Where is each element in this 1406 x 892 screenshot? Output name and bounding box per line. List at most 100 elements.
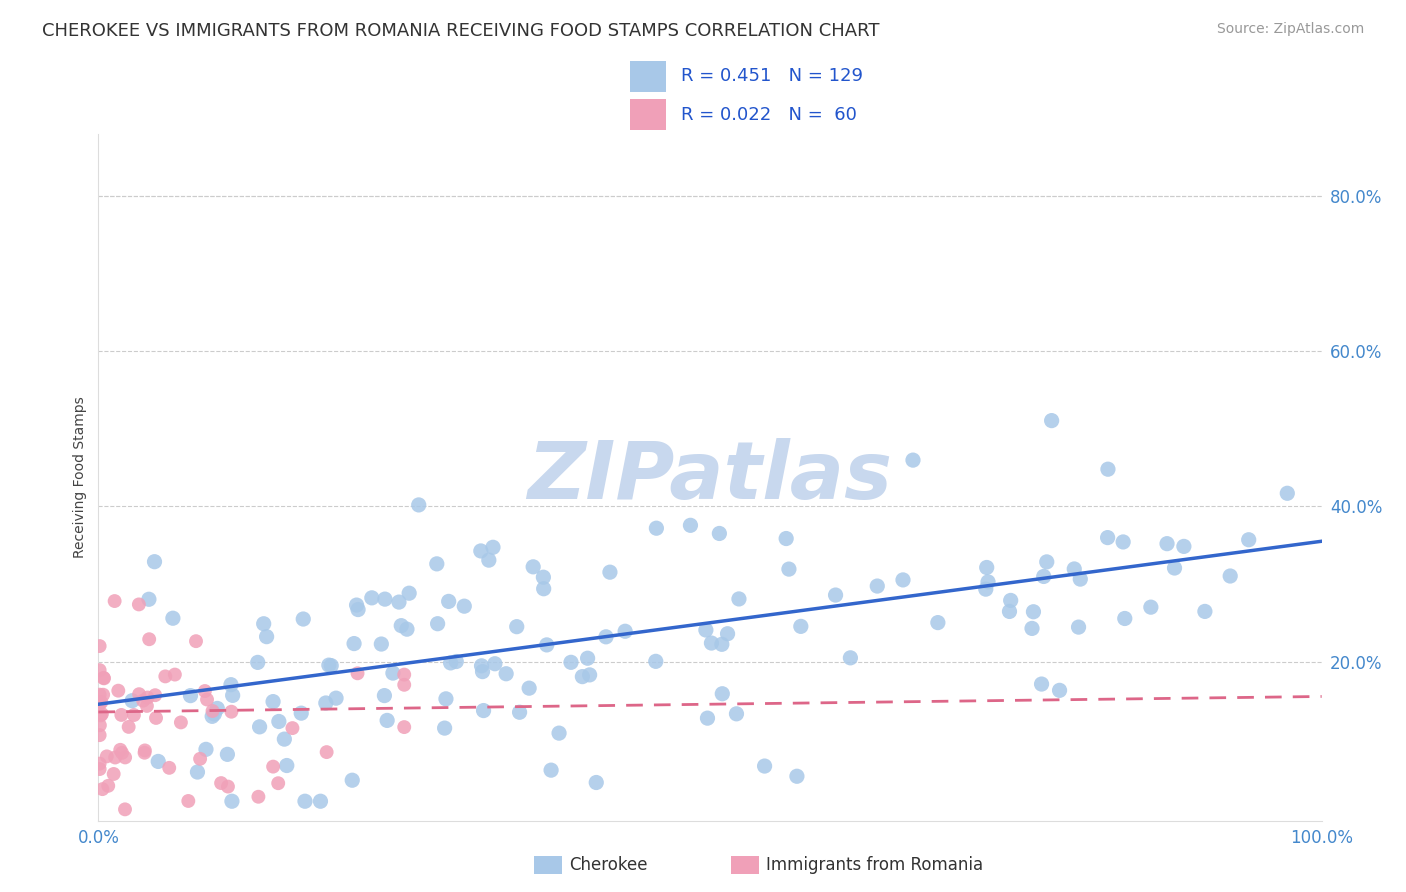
Point <box>267 776 290 790</box>
Text: R = 0.022   N =  60: R = 0.022 N = 60 <box>681 106 856 124</box>
Point <box>104 750 127 764</box>
Point <box>446 655 468 669</box>
Point <box>292 612 315 626</box>
Point <box>201 709 224 723</box>
Text: Cherokee: Cherokee <box>569 856 648 874</box>
Point <box>194 742 217 756</box>
Point <box>188 752 211 766</box>
Point <box>346 598 368 612</box>
Point <box>392 720 416 734</box>
Point <box>110 707 132 722</box>
Point <box>533 582 555 596</box>
Point <box>281 721 304 735</box>
Point <box>398 586 420 600</box>
Point <box>135 698 157 713</box>
Point <box>111 746 134 760</box>
Point <box>276 758 298 772</box>
Point <box>374 592 396 607</box>
Point <box>974 582 997 596</box>
Point <box>1237 533 1260 547</box>
Point <box>89 762 111 776</box>
Point <box>536 638 558 652</box>
Point <box>599 565 621 579</box>
Point <box>177 794 200 808</box>
Point <box>1035 555 1057 569</box>
Point <box>754 759 776 773</box>
Point <box>217 780 239 794</box>
Point <box>696 711 718 725</box>
Point <box>1114 611 1136 625</box>
Point <box>1163 561 1185 575</box>
Point <box>110 743 132 757</box>
Point <box>90 708 112 723</box>
Point <box>1069 572 1091 586</box>
Point <box>201 704 224 718</box>
Point <box>710 637 733 651</box>
Point <box>128 687 150 701</box>
Text: R = 0.451   N = 129: R = 0.451 N = 129 <box>681 68 862 86</box>
Point <box>170 715 193 730</box>
Point <box>103 767 125 781</box>
Point <box>1097 462 1119 476</box>
Point <box>790 619 813 633</box>
Bar <box>630 62 666 92</box>
Point <box>389 618 412 632</box>
Point <box>426 616 449 631</box>
Y-axis label: Receiving Food Stamps: Receiving Food Stamps <box>73 396 87 558</box>
Bar <box>630 99 666 130</box>
Point <box>89 663 111 677</box>
Point <box>395 622 418 636</box>
Point <box>122 708 145 723</box>
Point <box>246 656 269 670</box>
Point <box>134 746 156 760</box>
Point <box>325 691 347 706</box>
Point <box>89 639 111 653</box>
Point <box>495 666 517 681</box>
Point <box>134 743 156 757</box>
Point <box>155 669 177 683</box>
Point <box>976 560 998 574</box>
Point <box>437 594 460 608</box>
Point <box>709 526 731 541</box>
Text: Immigrants from Romania: Immigrants from Romania <box>766 856 983 874</box>
Point <box>506 620 529 634</box>
Point <box>136 690 159 705</box>
Point <box>186 765 208 780</box>
Point <box>97 779 120 793</box>
Point <box>138 632 160 647</box>
Point <box>578 668 600 682</box>
Point <box>484 657 506 671</box>
Point <box>315 745 337 759</box>
Point <box>1000 593 1022 607</box>
Point <box>179 689 201 703</box>
Point <box>645 521 668 535</box>
Point <box>89 756 111 771</box>
Point <box>262 695 284 709</box>
Point <box>1097 531 1119 545</box>
Point <box>163 667 186 681</box>
Point <box>426 557 449 571</box>
Point <box>143 555 166 569</box>
Point <box>121 694 143 708</box>
Point <box>247 789 270 804</box>
Point <box>725 706 748 721</box>
Point <box>347 602 370 616</box>
Text: Source: ZipAtlas.com: Source: ZipAtlas.com <box>1216 22 1364 37</box>
Point <box>824 588 846 602</box>
Point <box>392 678 416 692</box>
Point <box>360 591 382 605</box>
Point <box>571 670 593 684</box>
Point <box>1021 622 1043 636</box>
Point <box>517 681 540 695</box>
Point <box>148 755 170 769</box>
Point <box>195 692 218 706</box>
Point <box>262 759 284 773</box>
Point <box>540 763 562 777</box>
Point <box>901 453 924 467</box>
Point <box>91 782 114 797</box>
Point <box>96 749 118 764</box>
Point <box>207 701 229 715</box>
Point <box>1156 536 1178 550</box>
Point <box>318 658 340 673</box>
Point <box>891 573 914 587</box>
